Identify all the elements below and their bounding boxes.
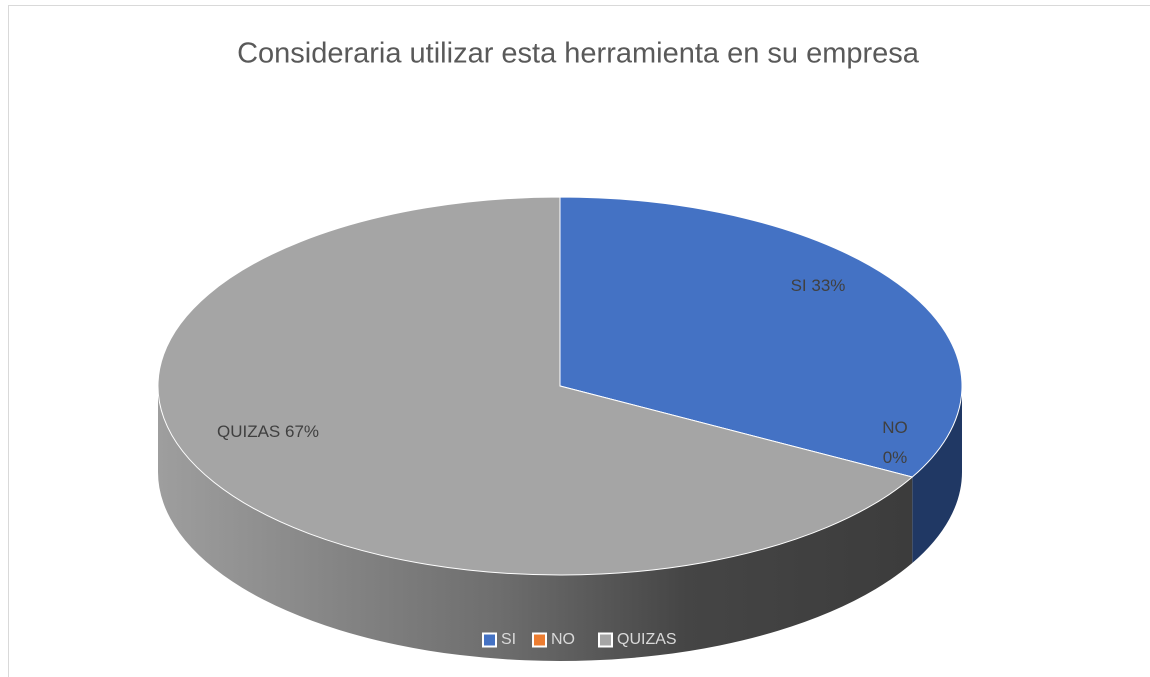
pie-slice	[157, 196, 914, 576]
legend-label: SI	[501, 631, 517, 648]
chart-title: Consideraria utilizar esta herramienta e…	[237, 38, 920, 70]
legend-label: QUIZAS	[617, 631, 677, 648]
legend-label: NO	[551, 631, 575, 648]
data-label: SI 33%	[790, 276, 846, 295]
legend-swatch	[482, 632, 497, 648]
pie-side	[158, 386, 913, 661]
pie-side	[912, 386, 962, 564]
legend-swatch	[598, 632, 613, 648]
legend-swatch	[532, 632, 547, 648]
data-label: NO 0%	[882, 418, 908, 467]
chart-border	[8, 5, 1150, 677]
pie-slice	[559, 196, 963, 478]
data-label: QUIZAS 67%	[216, 422, 320, 441]
